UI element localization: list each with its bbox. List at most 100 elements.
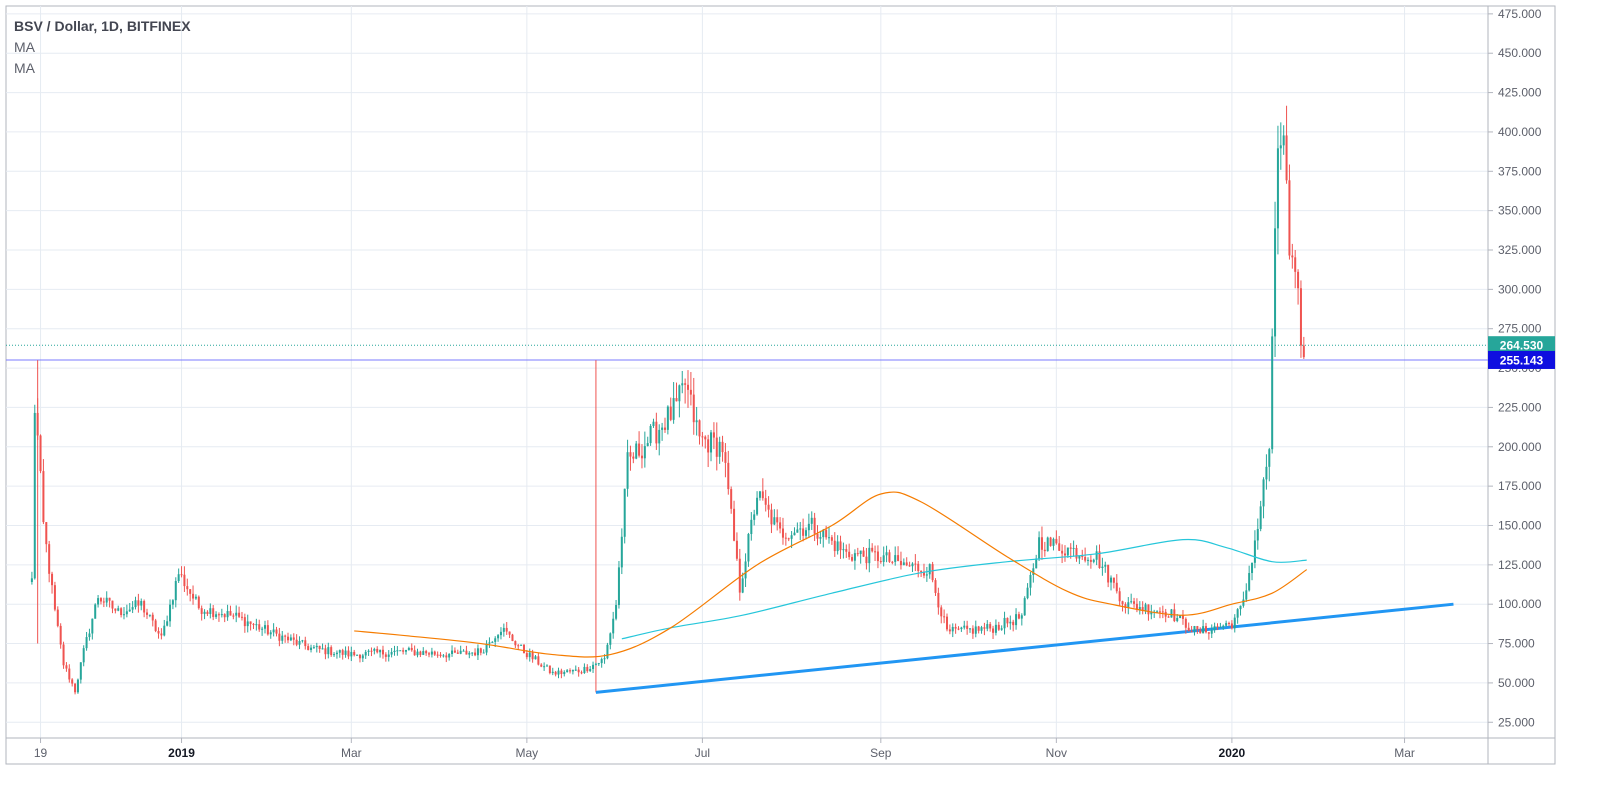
candle-body [969, 628, 972, 630]
candle-body [819, 537, 822, 539]
candle-body [753, 514, 756, 520]
candle-body [551, 671, 554, 674]
candle-body [733, 508, 736, 541]
candle-body [56, 609, 59, 626]
candle-body [154, 620, 157, 631]
resistance-price-label-text: 255.143 [1500, 353, 1544, 367]
candle-body [186, 586, 189, 590]
y-tick-label: 25.000 [1498, 715, 1535, 729]
candle-body [327, 647, 330, 655]
candle-body [537, 656, 540, 665]
candle-body [905, 562, 908, 566]
candle-body [865, 556, 868, 564]
candle-body [712, 432, 715, 438]
candle-body [1032, 568, 1035, 575]
candle-body [238, 612, 241, 617]
candle-body [79, 662, 82, 680]
y-tick-label: 375.000 [1498, 164, 1542, 178]
candle-body [261, 628, 264, 630]
candle-body [108, 597, 111, 601]
candle-body [784, 537, 787, 539]
candle-body [1219, 626, 1222, 628]
candle-body [1121, 601, 1124, 605]
candle-body [1299, 288, 1302, 346]
candle-body [180, 574, 183, 576]
candle-body [943, 616, 946, 618]
candle-body [986, 624, 989, 629]
candle-body [465, 650, 468, 655]
candle-body [353, 651, 356, 656]
candle-body [836, 541, 839, 552]
candle-body [658, 429, 661, 444]
y-tick-label: 275.000 [1498, 322, 1542, 336]
candle-body [885, 552, 888, 556]
candle-body [266, 625, 269, 635]
candle-body [341, 650, 344, 655]
candle-body [589, 669, 592, 672]
candle-body [1104, 564, 1107, 567]
candle-body [1147, 604, 1150, 615]
candle-body [629, 452, 632, 457]
candle-body [312, 647, 315, 649]
candle-body [76, 679, 79, 693]
candle-body [666, 406, 669, 430]
candle-body [511, 634, 514, 642]
y-tick-label: 450.000 [1498, 46, 1542, 60]
candle-body [122, 614, 125, 616]
y-tick-label: 350.000 [1498, 204, 1542, 218]
candle-body [1055, 538, 1058, 544]
candle-body [1285, 135, 1288, 181]
candle-body [735, 540, 738, 559]
candle-body [534, 656, 537, 660]
candle-body [298, 641, 301, 645]
candle-body [456, 652, 459, 654]
candle-body [428, 653, 431, 655]
candle-body [951, 626, 954, 632]
candle-body [681, 383, 684, 386]
candle-body [289, 637, 292, 641]
candle-body [229, 611, 232, 616]
candle-body [724, 452, 727, 463]
candle-body [433, 651, 436, 655]
candle-body [1009, 621, 1012, 624]
candle-body [33, 412, 36, 579]
candle-body [1063, 553, 1066, 556]
candle-body [1190, 631, 1193, 633]
candle-body [793, 532, 796, 536]
candle-body [983, 627, 986, 629]
candle-body [1118, 591, 1121, 602]
candle-body [638, 443, 641, 456]
candle-body [1046, 537, 1049, 552]
candle-body [1271, 336, 1274, 450]
candle-body [830, 537, 833, 541]
candle-body [868, 547, 871, 564]
candle-body [114, 608, 117, 611]
candle-body [925, 574, 928, 576]
candle-body [816, 533, 819, 539]
candle-body [543, 666, 546, 668]
candle-body [174, 581, 177, 601]
candle-body [730, 489, 733, 509]
candle-body [88, 633, 91, 638]
y-tick-label: 125.000 [1498, 558, 1542, 572]
candle-body [669, 406, 672, 420]
candle-body [1199, 629, 1202, 634]
candle-body [272, 629, 275, 633]
candle-body [459, 650, 462, 654]
support-trendline[interactable] [595, 602, 1454, 694]
candle-body [246, 621, 249, 627]
candle-body [39, 435, 42, 472]
candle-body [623, 488, 626, 537]
candle-body [545, 665, 549, 667]
x-tick-label: Sep [870, 746, 892, 760]
candle-body [232, 615, 235, 617]
candle-body [485, 643, 488, 653]
candle-body [842, 549, 845, 551]
candle-body [1225, 623, 1228, 626]
candle-body [612, 618, 615, 634]
candle-body [632, 456, 635, 459]
candle-body [148, 614, 151, 616]
candle-body [94, 604, 97, 619]
candle-body [212, 608, 215, 617]
